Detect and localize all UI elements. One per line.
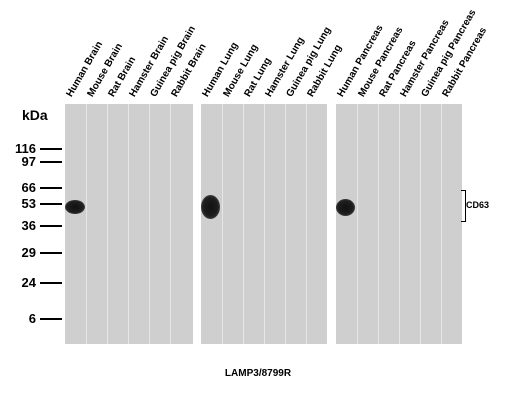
mw-tick-53 <box>40 203 62 205</box>
mw-label-29: 29 <box>21 245 36 260</box>
lane-divider <box>149 104 150 344</box>
cd63-bracket <box>461 190 466 222</box>
mw-tick-36 <box>40 225 62 227</box>
mw-label-53: 53 <box>21 196 36 211</box>
lane-divider <box>170 104 171 344</box>
lane-divider <box>378 104 379 344</box>
blot-panel-lung <box>201 104 327 344</box>
lane-divider <box>399 104 400 344</box>
lane-divider <box>128 104 129 344</box>
lane-divider <box>86 104 87 344</box>
mw-label-66: 66 <box>21 180 36 195</box>
blot-panel-brain <box>65 104 193 344</box>
mw-tick-66 <box>40 187 62 189</box>
band-human-pancreas <box>336 199 355 216</box>
cd63-label: CD63 <box>466 200 490 210</box>
band-human-brain <box>65 200 85 214</box>
lane-divider <box>420 104 421 344</box>
mw-tick-6 <box>40 318 62 320</box>
lane-divider <box>306 104 307 344</box>
antibody-caption: LAMP3/8799R <box>224 368 292 379</box>
lane-divider <box>107 104 108 344</box>
lane-divider <box>441 104 442 344</box>
mw-label-97: 97 <box>21 154 36 169</box>
lane-divider <box>222 104 223 344</box>
lane-divider <box>357 104 358 344</box>
mw-tick-24 <box>40 282 62 284</box>
lane-divider <box>264 104 265 344</box>
mw-tick-97 <box>40 161 62 163</box>
mw-label-116: 116 <box>15 141 36 156</box>
lane-divider <box>285 104 286 344</box>
kda-unit-label: kDa <box>22 107 48 123</box>
band-human-lung <box>201 195 220 219</box>
mw-tick-116 <box>40 148 62 150</box>
mw-label-36: 36 <box>21 218 36 233</box>
lane-divider <box>243 104 244 344</box>
mw-label-6: 6 <box>28 311 36 326</box>
mw-tick-29 <box>40 252 62 254</box>
blot-panel-pancreas <box>336 104 462 344</box>
mw-label-24: 24 <box>21 275 36 290</box>
